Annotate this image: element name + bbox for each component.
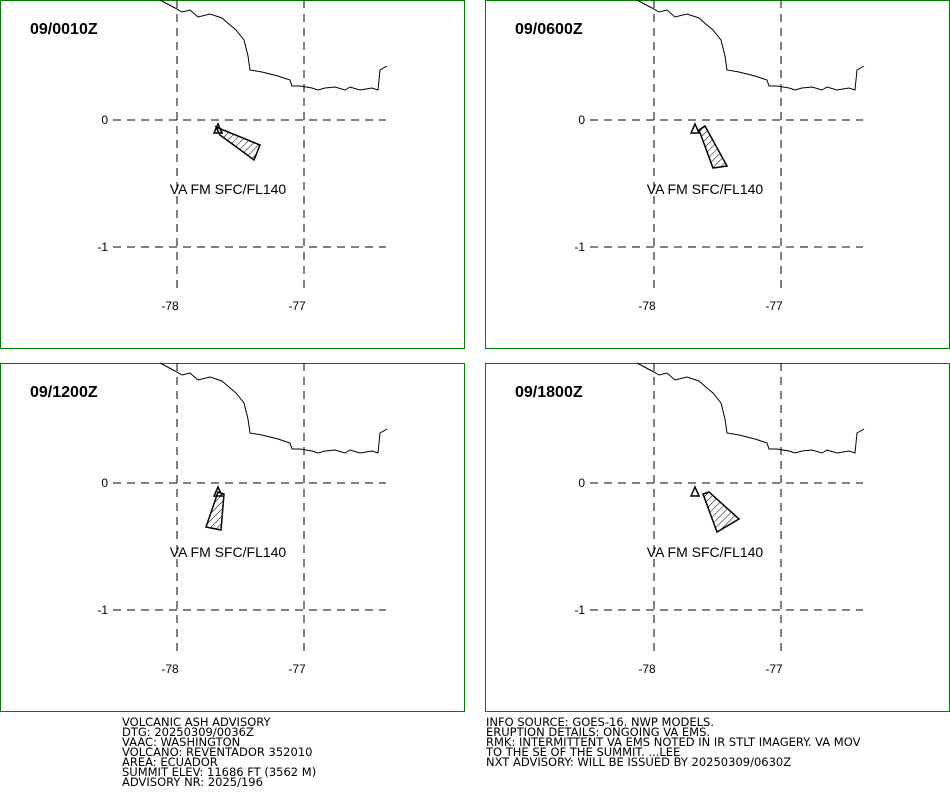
map-content: 0 -1 -78 -77 VA FM SFC/FL140: [97, 0, 388, 313]
map-content: 0 -1 -78 -77 VA FM SFC/FL140: [97, 362, 388, 676]
advisory-line: VOLCANIC ASH ADVISORY: [122, 715, 272, 729]
coastline: [159, 0, 388, 91]
advisory-line: SUMMIT ELEV: 11686 FT (3562 M): [122, 765, 316, 779]
advisory-line: ADVISORY NR: 2025/196: [122, 775, 263, 789]
lon-label: -78: [638, 662, 656, 676]
advisory-line: VAAC: WASHINGTON: [122, 735, 240, 749]
ash-cloud: [205, 491, 225, 531]
lat-label: -1: [97, 240, 108, 254]
ash-label: VA FM SFC/FL140: [647, 181, 764, 197]
ash-label: VA FM SFC/FL140: [170, 544, 287, 560]
ash-cloud: [698, 124, 729, 169]
lon-label: -77: [288, 299, 306, 313]
map-panel: 0 -1 -78 -77 VA FM SFC/FL140 09/0010Z: [0, 0, 465, 349]
advisory-line: INFO SOURCE: GOES-16. NWP MODELS.: [486, 715, 714, 729]
lat-label: 0: [578, 113, 585, 127]
advisory-line: DTG: 20250309/0036Z: [122, 725, 254, 739]
lon-label: -77: [288, 662, 306, 676]
map-content: 0 -1 -78 -77 VA FM SFC/FL140: [574, 0, 865, 313]
volcano-symbol: [689, 485, 701, 497]
panel-title: 09/0600Z: [515, 21, 583, 38]
panel-border: [485, 0, 950, 349]
volcano-symbol: [689, 122, 701, 134]
ash-label: VA FM SFC/FL140: [647, 544, 764, 560]
lon-label: -78: [638, 299, 656, 313]
lon-label: -78: [161, 299, 179, 313]
lat-label: -1: [574, 240, 585, 254]
map-panel: 0 -1 -78 -77 VA FM SFC/FL140 09/1200Z: [0, 362, 465, 712]
lat-label: -1: [574, 603, 585, 617]
advisory-line: VOLCANO: REVENTADOR 352010: [122, 745, 312, 759]
coastline: [636, 362, 865, 454]
coastline: [636, 0, 865, 91]
map-content: 0 -1 -78 -77 VA FM SFC/FL140: [574, 362, 865, 676]
advisory-line: TO THE SE OF THE SUMMIT. ...LEE: [485, 745, 680, 759]
ash-label: VA FM SFC/FL140: [170, 181, 287, 197]
panel-title: 09/0010Z: [30, 21, 98, 38]
advisory-line: ERUPTION DETAILS: ONGOING VA EMS.: [486, 725, 710, 739]
panel-border: [485, 363, 950, 712]
panel-title: 09/1200Z: [30, 384, 98, 401]
panel-border: [0, 363, 465, 712]
advisory-line: AREA: ECUADOR: [122, 755, 218, 769]
lon-label: -77: [765, 299, 783, 313]
volcano-symbol: [212, 485, 224, 497]
lon-label: -77: [765, 662, 783, 676]
volcano-symbol: [212, 122, 224, 134]
map-panel: 0 -1 -78 -77 VA FM SFC/FL140 09/1800Z: [485, 362, 950, 712]
lat-label: 0: [101, 476, 108, 490]
advisory-line: NXT ADVISORY: WILL BE ISSUED BY 20250309…: [486, 755, 791, 769]
ash-cloud: [702, 491, 741, 534]
lat-label: -1: [97, 603, 108, 617]
lat-label: 0: [101, 113, 108, 127]
lon-label: -78: [161, 662, 179, 676]
ash-cloud: [214, 125, 261, 162]
lat-label: 0: [578, 476, 585, 490]
map-panel: 0 -1 -78 -77 VA FM SFC/FL140 09/0600Z: [485, 0, 950, 349]
coastline: [159, 362, 388, 454]
panel-title: 09/1800Z: [515, 384, 583, 401]
panel-border: [0, 0, 465, 349]
advisory-line: RMK: INTERMITTENT VA EMS NOTED IN IR STL…: [486, 735, 861, 749]
